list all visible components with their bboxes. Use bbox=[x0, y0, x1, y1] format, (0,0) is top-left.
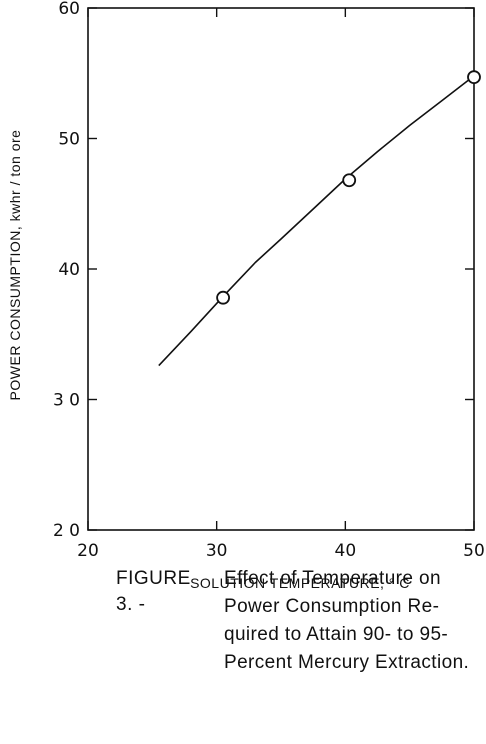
y-tick-label: 50 bbox=[58, 130, 80, 150]
plot-frame bbox=[87, 7, 475, 531]
caption-line-3: quired to Attain 90- to 95- bbox=[224, 624, 449, 645]
y-tick-label: 2 0 bbox=[53, 521, 80, 541]
caption-line-2: Power Consumption Re- bbox=[224, 596, 440, 617]
axes bbox=[87, 7, 475, 531]
y-tick-label: 40 bbox=[58, 260, 80, 280]
x-tick-label: 50 bbox=[463, 541, 485, 561]
caption-line-1: Effect of Temperature on bbox=[224, 568, 441, 589]
series bbox=[158, 70, 481, 367]
x-tick-label: 30 bbox=[206, 541, 228, 561]
caption-line-4: Percent Mercury Extraction. bbox=[224, 652, 470, 673]
data-point bbox=[342, 173, 357, 188]
y-tick-label: 60 bbox=[58, 0, 80, 19]
y-axis-label: POWER CONSUMPTION, kwhr / ton ore bbox=[7, 130, 23, 401]
data-point bbox=[216, 290, 231, 305]
x-tick-label: 40 bbox=[335, 541, 357, 561]
x-axis-label: SOLUTION TEMPERATURE, ° C bbox=[190, 575, 410, 591]
x-tick-label: 20 bbox=[77, 541, 99, 561]
data-point bbox=[467, 70, 481, 85]
y-tick-label: 3 0 bbox=[53, 391, 80, 411]
caption-label: FIGURE 3. - bbox=[116, 568, 191, 615]
series-line bbox=[158, 75, 475, 367]
ticks bbox=[87, 7, 475, 531]
